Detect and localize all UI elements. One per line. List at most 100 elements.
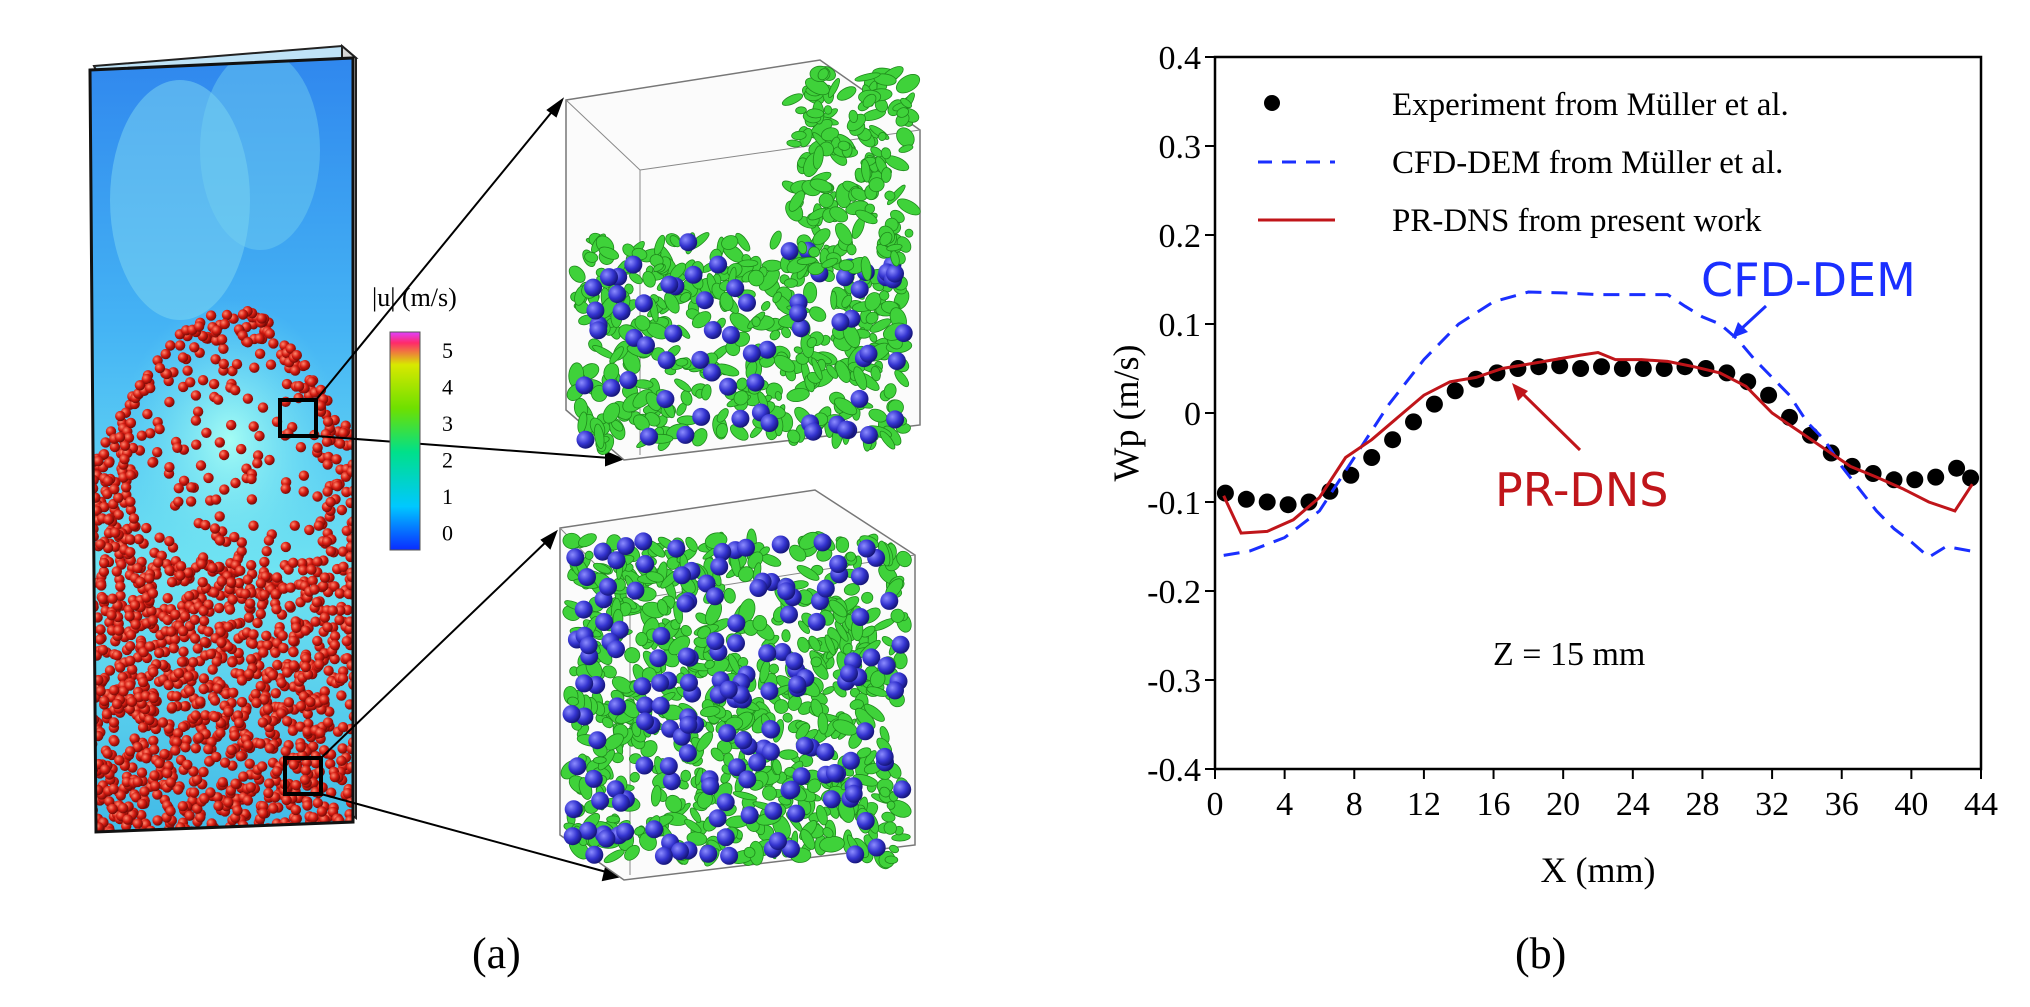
vortex-structure: [808, 246, 820, 258]
blue-particle: [886, 681, 904, 700]
vortex-structure: [629, 771, 640, 783]
red-particle: [150, 780, 161, 792]
vortex-structure: [854, 72, 881, 82]
vortex-structure: [645, 571, 665, 583]
red-particle: [281, 378, 293, 390]
red-particle: [128, 513, 140, 524]
blue-particle: [769, 832, 787, 851]
experiment-point: [1906, 471, 1924, 489]
red-particle: [227, 657, 238, 668]
red-particle: [299, 360, 311, 371]
vortex-structure: [817, 68, 829, 81]
red-particle: [329, 653, 340, 665]
red-particle: [172, 442, 183, 453]
blue-particle: [762, 720, 781, 739]
red-particle: [316, 806, 328, 817]
red-particle: [244, 758, 255, 769]
vortex-structure: [710, 747, 725, 762]
red-particle: [108, 717, 120, 728]
red-particle: [135, 576, 146, 588]
y-tick-label: -0.3: [1147, 663, 1201, 700]
blue-particle: [851, 608, 870, 626]
vortex-structure: [778, 749, 799, 760]
red-particle: [95, 539, 106, 550]
red-particle: [189, 342, 200, 353]
red-particle: [235, 565, 246, 576]
red-particle: [325, 758, 336, 770]
experiment-point: [1634, 360, 1652, 377]
red-particle: [178, 646, 189, 657]
red-particle: [247, 638, 258, 649]
x-tick-label: 44: [1964, 786, 1998, 823]
vortex-structure: [834, 397, 858, 416]
red-particle: [234, 717, 245, 729]
blue-particle: [719, 680, 738, 699]
vortex-structure: [810, 656, 822, 668]
blue-particle: [568, 757, 587, 776]
bed-front-outline: [88, 56, 355, 834]
vortex-structure: [883, 383, 897, 399]
red-particle: [184, 590, 195, 602]
red-particle: [323, 665, 334, 676]
vortex-structure: [674, 378, 692, 393]
vortex-structure: [748, 269, 765, 287]
blue-particle: [891, 635, 910, 654]
red-particle: [200, 710, 211, 721]
red-particle: [198, 673, 210, 684]
red-particle: [195, 460, 207, 471]
red-particle: [177, 626, 189, 637]
red-particle: [297, 565, 309, 576]
vortex-structure: [886, 800, 896, 810]
vortex-structure: [675, 358, 689, 367]
blue-particle: [726, 279, 745, 298]
vortex-structure: [843, 583, 860, 596]
experiment-point: [1676, 358, 1694, 376]
red-particle: [210, 494, 222, 505]
red-particle: [175, 570, 186, 581]
red-particle: [306, 376, 317, 387]
blue-particle: [706, 632, 725, 651]
red-particle: [137, 677, 149, 688]
red-particle: [129, 600, 141, 611]
red-particle: [335, 605, 346, 616]
blue-particle: [662, 772, 681, 791]
red-particle: [322, 622, 333, 633]
red-particle: [243, 740, 254, 751]
red-particle: [187, 657, 199, 668]
red-particle: [137, 722, 149, 733]
red-particle: [170, 745, 181, 756]
x-tick-label: 0: [1207, 786, 1224, 823]
vortex-structure: [680, 390, 693, 406]
plot-frame: [1213, 55, 1983, 771]
blue-particle: [660, 275, 679, 294]
vortex-structure: [861, 159, 871, 183]
red-particle: [236, 696, 248, 708]
red-particle: [336, 755, 347, 766]
red-particle: [348, 711, 353, 722]
vortex-structure: [820, 127, 839, 142]
vortex-structure: [879, 231, 893, 246]
vortex-structure: [657, 599, 669, 616]
red-particle: [259, 556, 270, 568]
vortex-structure: [768, 663, 779, 675]
red-particle: [203, 626, 214, 637]
red-particle: [152, 815, 163, 826]
vortex-structure: [781, 629, 791, 643]
red-particle: [236, 675, 248, 686]
red-particle: [333, 825, 345, 832]
blue-particle: [579, 821, 597, 840]
red-particle: [132, 562, 143, 574]
blue-particle: [850, 280, 869, 299]
red-particle: [160, 348, 171, 360]
vortex-structure: [699, 706, 721, 718]
red-particle: [261, 630, 272, 641]
red-particle: [175, 561, 187, 572]
red-particle: [329, 771, 341, 783]
red-particle: [205, 310, 217, 321]
red-particle: [258, 808, 269, 819]
red-particle: [180, 742, 191, 753]
red-particle: [300, 625, 311, 636]
red-particle: [192, 643, 203, 654]
red-particle: [243, 668, 255, 680]
red-particle: [236, 443, 247, 455]
